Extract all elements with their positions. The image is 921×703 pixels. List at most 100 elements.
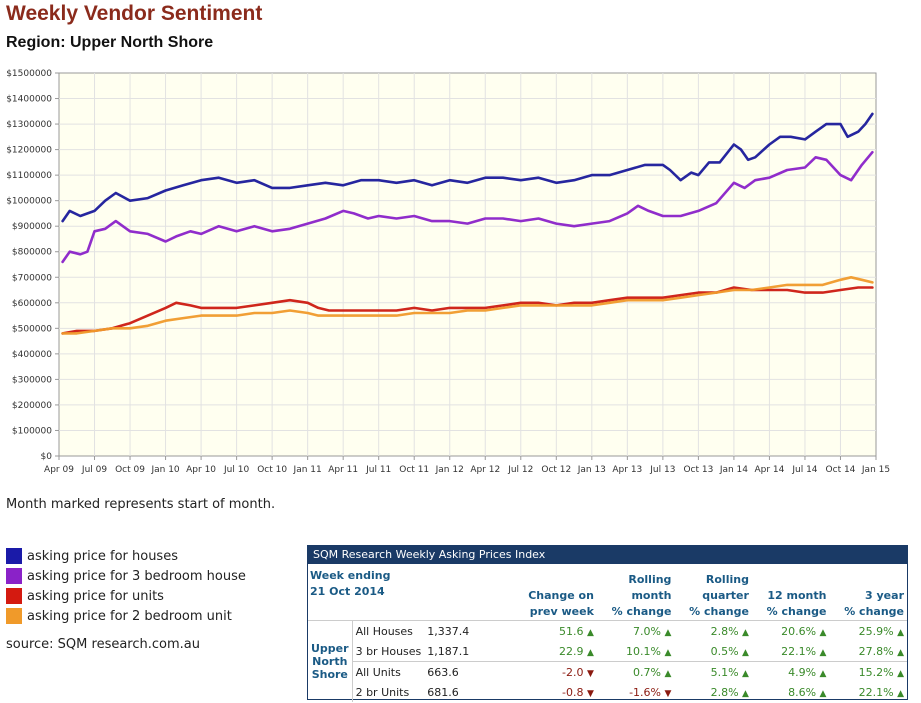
row-name: 3 br Houses	[355, 644, 422, 658]
cell-rolling-quarter: 2.8% ▲	[710, 685, 749, 699]
legend-swatch-2br-unit	[6, 608, 22, 624]
cell-12-month: 4.9% ▲	[751, 661, 830, 682]
x-tick-label: Apr 13	[612, 465, 642, 475]
up-arrow-icon: ▲	[664, 627, 672, 638]
legend-item-2br-unit: asking price for 2 bedroom unit	[6, 606, 246, 626]
down-arrow-icon: ▼	[587, 688, 594, 699]
x-tick-label: Apr 11	[328, 465, 358, 475]
up-arrow-icon: ▲	[664, 668, 672, 679]
up-arrow-icon: ▲	[664, 647, 672, 658]
table-row: 3 br Houses 1,187.1 22.9 ▲ 10.1% ▲ 0.5% …	[308, 641, 907, 662]
col-header-prev-week: Change on prev week	[486, 564, 597, 621]
x-tick-label: Apr 14	[754, 465, 784, 475]
cell-rolling-month: 0.7% ▲	[596, 661, 675, 682]
legend-swatch-houses	[6, 548, 22, 564]
x-tick-label: Jan 13	[577, 465, 606, 475]
cell-3-year: 25.9% ▲	[858, 624, 904, 638]
x-tick-label: Jul 10	[223, 465, 249, 475]
legend: asking price for houses asking price for…	[6, 546, 246, 626]
col-header-12-month: 12 month% change	[751, 564, 830, 621]
cell-12-month: 22.1% ▲	[781, 644, 827, 658]
y-tick-label: $500000	[12, 324, 52, 334]
x-tick-label: Oct 11	[399, 465, 429, 475]
cell-rolling-quarter: 2.8% ▲	[710, 624, 749, 638]
y-tick-label: $1100000	[6, 171, 52, 181]
row-value: 1,187.1	[427, 644, 470, 658]
up-arrow-icon: ▲	[742, 668, 749, 679]
legend-label: asking price for houses	[27, 548, 178, 564]
cell-3-year: 27.8% ▲	[858, 644, 904, 658]
cell-prev-week: -0.8 ▼	[562, 685, 594, 699]
x-tick-label: Jan 12	[435, 465, 464, 475]
x-tick-label: Oct 10	[257, 465, 287, 475]
col-header-rolling-month: Rolling month% change	[596, 564, 675, 621]
up-arrow-icon: ▲	[742, 688, 749, 699]
region-cell: Upper North Shore	[308, 620, 353, 702]
x-tick-label: Jan 14	[719, 465, 748, 475]
y-tick-label: $400000	[12, 350, 52, 360]
x-tick-label: Oct 12	[541, 465, 571, 475]
table-row: Upper North Shore All Houses 1,337.4 51.6 …	[308, 620, 907, 702]
cell-prev-week: 22.9 ▲	[559, 644, 594, 658]
x-tick-label: Jan 10	[150, 465, 179, 475]
row-name: All Units	[352, 661, 425, 682]
up-arrow-icon: ▲	[587, 627, 594, 638]
table-row: 2 br Units 681.6 -0.8 ▼ -1.6% ▼ 2.8% ▲ 8…	[308, 682, 907, 702]
table-row: All Units 663.6 -2.0 ▼ 0.7% ▲ 5.1% ▲ 4.9…	[308, 661, 907, 682]
y-tick-label: $1400000	[6, 95, 52, 105]
line-chart: $0 $100000 $200000 $300000 $400000 $500000 $60…	[6, 69, 890, 475]
month-note: Month marked represents start of month.	[6, 497, 276, 512]
y-tick-label: $100000	[12, 426, 52, 436]
up-arrow-icon: ▲	[587, 647, 594, 658]
y-tick-label: $600000	[12, 299, 52, 309]
x-tick-label: Jul 13	[649, 465, 675, 475]
series-line-2	[61, 286, 874, 335]
y-tick-label: $1500000	[6, 69, 52, 79]
up-arrow-icon: ▲	[742, 647, 749, 658]
table-header-row: Week ending 21 Oct 2014 Change on prev wee…	[308, 564, 907, 621]
chart-title: Weekly Vendor Sentiment	[6, 2, 263, 25]
x-tick-label: Oct 13	[683, 465, 713, 475]
series-line-3	[61, 276, 874, 335]
up-arrow-icon: ▲	[819, 647, 827, 658]
x-tick-label: Jan 11	[293, 465, 322, 475]
row-value: 1,337.4	[427, 624, 470, 638]
y-tick-label: $300000	[12, 375, 52, 385]
y-tick-label: $200000	[12, 401, 52, 411]
x-tick-label: Oct 09	[115, 465, 145, 475]
y-tick-label: $1200000	[6, 146, 52, 156]
legend-label: asking price for units	[27, 588, 164, 604]
y-tick-label: $900000	[12, 222, 52, 232]
legend-item-houses: asking price for houses	[6, 546, 246, 566]
cell-12-month: 8.6% ▲	[788, 685, 827, 699]
plot-area	[58, 72, 877, 457]
series-line-1	[61, 150, 874, 264]
row-value: 663.6	[424, 661, 487, 682]
down-arrow-icon: ▼	[587, 668, 594, 679]
row-value: 681.6	[427, 685, 459, 699]
legend-swatch-units	[6, 588, 22, 604]
y-tick-label: $1300000	[6, 120, 52, 130]
week-ending-header: Week ending 21 Oct 2014	[308, 564, 487, 621]
cell-prev-week: -2.0 ▼	[486, 661, 597, 682]
legend-label: asking price for 3 bedroom house	[27, 568, 246, 584]
up-arrow-icon: ▲	[819, 688, 827, 699]
up-arrow-icon: ▲	[897, 647, 904, 658]
col-header-rolling-quarter: Rolling quarter% change	[674, 564, 752, 621]
x-tick-label: Apr 10	[186, 465, 216, 475]
index-table: Week ending 21 Oct 2014 Change on prev wee…	[308, 564, 907, 702]
up-arrow-icon: ▲	[819, 668, 827, 679]
chart-subtitle: Region: Upper North Shore	[6, 34, 214, 51]
cell-rolling-month: -1.6% ▼	[629, 685, 672, 699]
x-tick-label: Jul 12	[507, 465, 533, 475]
x-tick-label: Apr 09	[44, 465, 74, 475]
down-arrow-icon: ▼	[664, 688, 672, 699]
cell-3-year: 22.1% ▲	[858, 685, 904, 699]
x-tick-label: Oct 14	[826, 465, 856, 475]
up-arrow-icon: ▲	[897, 627, 904, 638]
legend-item-3br-house: asking price for 3 bedroom house	[6, 566, 246, 586]
up-arrow-icon: ▲	[742, 627, 749, 638]
cell-3-year: 15.2% ▲	[829, 661, 907, 682]
x-tick-label: Jul 14	[791, 465, 817, 475]
cell-prev-week: 51.6 ▲	[559, 624, 594, 638]
